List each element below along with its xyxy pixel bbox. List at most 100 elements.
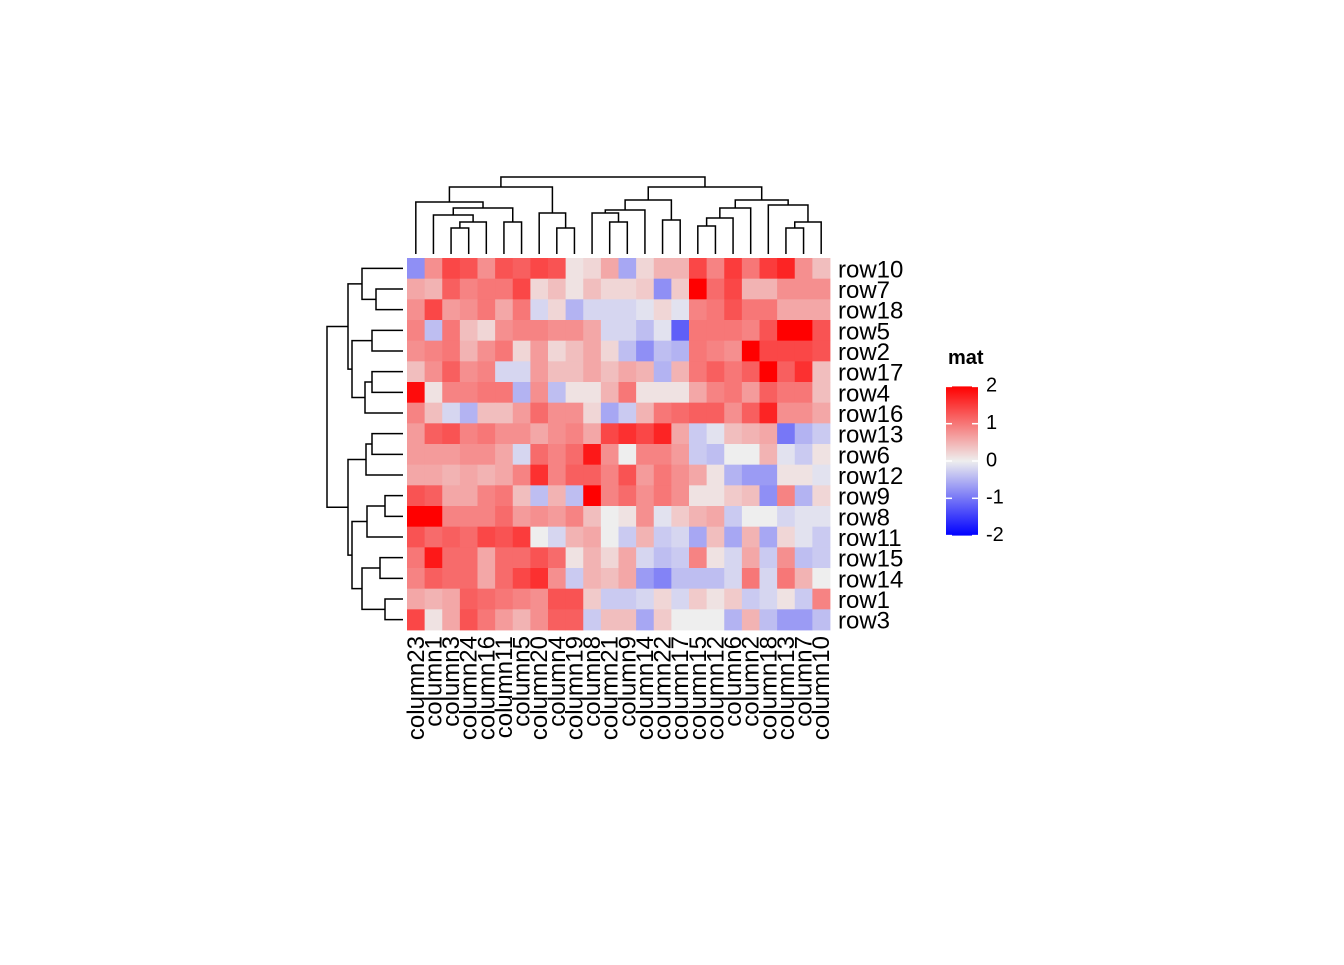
- heatmap-cell: [759, 278, 778, 300]
- heatmap-cell: [565, 299, 584, 321]
- heatmap-cell: [442, 320, 461, 342]
- heatmap-cell: [671, 299, 690, 321]
- heatmap-cell: [459, 258, 478, 280]
- heatmap-cell: [653, 320, 672, 342]
- heatmap-cell: [618, 568, 637, 590]
- heatmap-cell: [530, 444, 549, 466]
- heatmap-cell: [618, 609, 637, 631]
- heatmap-cell: [477, 320, 496, 342]
- heatmap-cell: [653, 609, 672, 631]
- heatmap-cell: [741, 423, 760, 445]
- heatmap-cell: [495, 588, 514, 610]
- heatmap-cell: [794, 444, 813, 466]
- column-label: column10: [808, 636, 835, 740]
- heatmap-cell: [512, 423, 531, 445]
- heatmap-cell: [424, 444, 443, 466]
- heatmap-cell: [636, 485, 655, 507]
- heatmap-cell: [689, 464, 708, 486]
- heatmap-cell: [777, 526, 796, 548]
- heatmap-cell: [530, 526, 549, 548]
- heatmap-cell: [636, 588, 655, 610]
- heatmap-cell: [812, 588, 831, 610]
- row-label: row1: [838, 587, 890, 614]
- heatmap-cell: [424, 588, 443, 610]
- heatmap-cell: [706, 568, 725, 590]
- heatmap-cell: [759, 526, 778, 548]
- row-label: row12: [838, 463, 903, 490]
- heatmap-cell: [706, 361, 725, 383]
- heatmap-cell: [424, 361, 443, 383]
- heatmap-cell: [724, 382, 743, 404]
- heatmap-cell: [424, 568, 443, 590]
- row-label: row9: [838, 484, 890, 511]
- heatmap-cell: [794, 485, 813, 507]
- heatmap-cell: [636, 382, 655, 404]
- heatmap-cell: [671, 382, 690, 404]
- heatmap-cell: [777, 464, 796, 486]
- heatmap-cell: [583, 444, 602, 466]
- heatmap-cell: [530, 361, 549, 383]
- column-label: column21: [597, 636, 624, 740]
- heatmap-cell: [600, 609, 619, 631]
- heatmap-cell: [759, 402, 778, 424]
- heatmap-cell: [812, 547, 831, 569]
- heatmap-cell: [706, 402, 725, 424]
- heatmap-cell: [512, 609, 531, 631]
- heatmap-cell: [777, 547, 796, 569]
- heatmap-cell: [759, 382, 778, 404]
- heatmap-cell: [706, 382, 725, 404]
- heatmap-cell: [724, 258, 743, 280]
- heatmap-cell: [759, 361, 778, 383]
- heatmap-cell: [689, 423, 708, 445]
- heatmap-cell: [459, 568, 478, 590]
- heatmap-cell: [565, 588, 584, 610]
- heatmap-cell: [530, 568, 549, 590]
- heatmap-cell: [565, 258, 584, 280]
- row-label: row15: [838, 546, 903, 573]
- heatmap-cell: [671, 609, 690, 631]
- heatmap-cell: [459, 464, 478, 486]
- heatmap-cell: [407, 526, 426, 548]
- heatmap-cell: [794, 526, 813, 548]
- heatmap-cell: [583, 278, 602, 300]
- heatmap-cell: [548, 609, 567, 631]
- heatmap-cell: [706, 299, 725, 321]
- column-label: column8: [579, 636, 606, 727]
- heatmap-cell: [548, 258, 567, 280]
- heatmap-cell: [442, 423, 461, 445]
- heatmap-cell: [530, 506, 549, 528]
- heatmap-cell: [407, 258, 426, 280]
- heatmap-cell: [477, 278, 496, 300]
- heatmap-cell: [706, 588, 725, 610]
- heatmap-cell: [477, 526, 496, 548]
- heatmap-cell: [636, 320, 655, 342]
- heatmap-cell: [706, 609, 725, 631]
- heatmap-cell: [618, 444, 637, 466]
- heatmap-cell: [777, 320, 796, 342]
- heatmap-cell: [741, 278, 760, 300]
- heatmap-cell: [689, 402, 708, 424]
- heatmap-cell: [741, 609, 760, 631]
- column-label: column16: [473, 636, 500, 740]
- heatmap-cell: [565, 568, 584, 590]
- heatmap-cell: [777, 382, 796, 404]
- heatmap-cell: [512, 568, 531, 590]
- heatmap-cell: [653, 278, 672, 300]
- heatmap-cell: [495, 485, 514, 507]
- heatmap-cell: [424, 547, 443, 569]
- heatmap-cell: [583, 568, 602, 590]
- heatmap-cell: [724, 485, 743, 507]
- heatmap-cell: [794, 588, 813, 610]
- heatmap-cell: [442, 464, 461, 486]
- column-label: column11: [491, 636, 518, 738]
- heatmap-cell: [477, 464, 496, 486]
- heatmap-cell: [512, 278, 531, 300]
- column-dendrogram: [415, 176, 822, 254]
- heatmap-cell: [653, 464, 672, 486]
- heatmap-cell: [495, 402, 514, 424]
- heatmap-cell: [689, 506, 708, 528]
- heatmap-cell: [565, 361, 584, 383]
- heatmap-cell: [512, 402, 531, 424]
- heatmap-cell: [653, 299, 672, 321]
- heatmap-cell: [495, 320, 514, 342]
